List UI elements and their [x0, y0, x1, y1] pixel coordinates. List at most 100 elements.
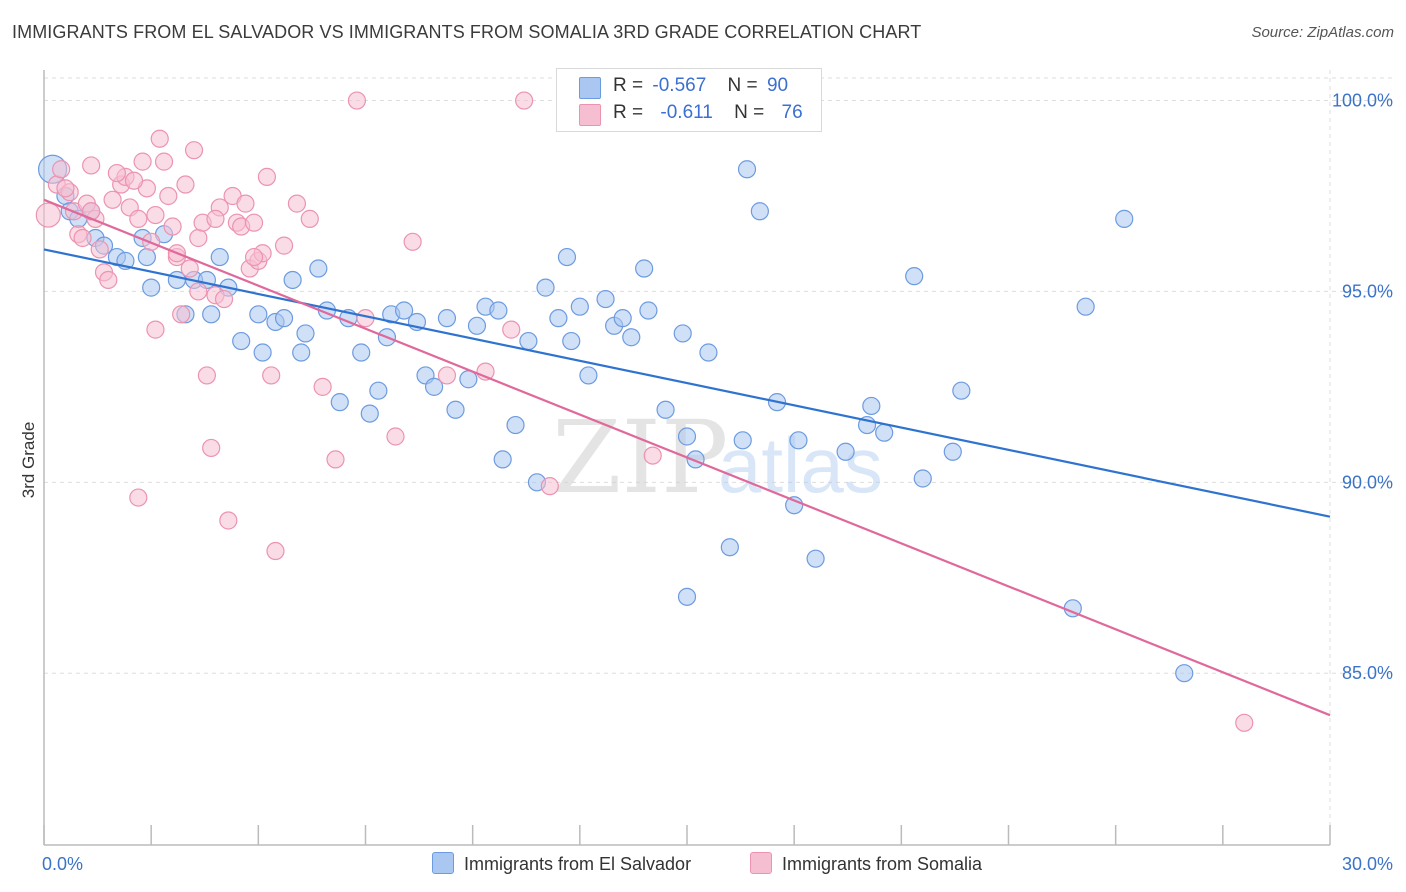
- point-el-salvador: [549, 309, 568, 328]
- point-somalia: [236, 194, 255, 213]
- axes: [43, 70, 1331, 846]
- series-legend-el-salvador: Immigrants from El Salvador: [432, 852, 691, 875]
- point-el-salvador: [677, 427, 697, 446]
- point-el-salvador: [424, 377, 444, 396]
- point-el-salvador: [789, 431, 808, 450]
- point-el-salvador: [913, 469, 932, 488]
- point-somalia: [103, 190, 122, 209]
- point-el-salvador: [309, 259, 328, 278]
- point-el-salvador: [656, 400, 675, 419]
- point-somalia: [214, 289, 234, 309]
- point-somalia: [129, 488, 148, 507]
- point-el-salvador: [210, 247, 229, 267]
- point-el-salvador: [519, 331, 538, 351]
- legend-n-value: 90: [766, 75, 789, 96]
- point-somalia: [244, 247, 264, 267]
- y-tick-label: 95.0%: [1342, 281, 1393, 301]
- point-somalia: [150, 129, 169, 148]
- point-somalia: [287, 194, 307, 213]
- legend-n-value: 76: [781, 102, 803, 123]
- point-somalia: [107, 163, 126, 183]
- point-el-salvador: [360, 404, 379, 423]
- point-el-salvador: [943, 442, 962, 461]
- point-somalia: [386, 427, 405, 446]
- trend-lines: [43, 198, 1331, 717]
- point-el-salvador: [557, 247, 577, 267]
- y-tick-label: 100.0%: [1332, 91, 1393, 111]
- series-name-somalia: Immigrants from Somalia: [782, 854, 983, 874]
- legend-r-value: -0.567: [652, 75, 707, 96]
- point-somalia: [189, 228, 208, 248]
- point-somalia: [437, 366, 457, 385]
- point-el-salvador: [232, 331, 251, 351]
- series-name-el-salvador: Immigrants from El Salvador: [464, 854, 692, 874]
- point-somalia: [266, 541, 285, 561]
- point-el-salvador: [536, 278, 555, 297]
- point-el-salvador: [720, 538, 739, 557]
- y-tick-label: 85.0%: [1342, 663, 1393, 683]
- legend-n-label: N =: [727, 75, 758, 96]
- chart-title: IMMIGRANTS FROM EL SALVADOR VS IMMIGRANT…: [12, 22, 922, 42]
- trend-line-somalia: [43, 198, 1331, 717]
- point-el-salvador: [862, 396, 881, 416]
- point-somalia: [502, 320, 521, 339]
- point-somalia: [300, 209, 319, 228]
- point-somalia: [643, 446, 662, 465]
- chart-source: Source: ZipAtlas.com: [1251, 24, 1394, 41]
- series-swatch-pink: [750, 852, 772, 874]
- point-somalia: [176, 175, 195, 194]
- point-el-salvador: [737, 160, 757, 179]
- legend-stats-el-salvador: R = -0.567 N = 90: [613, 75, 788, 97]
- point-el-salvador: [836, 442, 855, 461]
- point-somalia: [52, 160, 71, 179]
- point-el-salvador: [639, 301, 658, 320]
- y-axis-label: 3rd Grade: [19, 422, 38, 499]
- point-somalia: [326, 450, 345, 469]
- point-somalia: [347, 91, 367, 110]
- point-somalia: [35, 202, 61, 228]
- point-el-salvador: [352, 343, 371, 362]
- point-el-salvador: [905, 267, 924, 286]
- point-el-salvador: [570, 297, 589, 316]
- point-el-salvador: [673, 324, 692, 343]
- point-el-salvador: [622, 328, 641, 347]
- point-somalia: [146, 205, 165, 225]
- point-el-salvador: [292, 343, 311, 362]
- point-somalia: [313, 377, 332, 396]
- point-el-salvador: [369, 381, 388, 400]
- point-el-salvador: [613, 309, 632, 328]
- watermark: ZIP atlas: [552, 399, 883, 516]
- point-el-salvador: [137, 247, 156, 267]
- point-el-salvador: [446, 400, 465, 419]
- legend-r-label: R =: [613, 102, 644, 123]
- point-somalia: [172, 305, 191, 324]
- point-somalia: [133, 152, 152, 171]
- point-el-salvador: [296, 324, 315, 343]
- point-el-salvador: [1076, 297, 1095, 316]
- point-el-salvador: [330, 393, 349, 412]
- point-somalia: [180, 259, 199, 278]
- point-somalia: [124, 171, 144, 190]
- point-somalia: [403, 232, 422, 251]
- point-el-salvador: [699, 343, 718, 362]
- point-somalia: [163, 217, 182, 236]
- point-somalia: [56, 179, 75, 198]
- legend-swatch-blue: [579, 77, 601, 99]
- point-el-salvador: [142, 278, 161, 297]
- point-el-salvador: [437, 309, 457, 328]
- point-somalia: [274, 236, 294, 255]
- point-el-salvador: [249, 305, 268, 324]
- point-somalia: [1235, 713, 1254, 732]
- point-somalia: [82, 156, 101, 175]
- point-somalia: [154, 152, 174, 171]
- point-el-salvador: [283, 270, 302, 290]
- x-tick-label: 0.0%: [42, 854, 83, 874]
- point-el-salvador: [635, 259, 654, 278]
- point-somalia: [146, 320, 165, 339]
- point-el-salvador: [750, 202, 769, 221]
- trend-line-el-salvador: [43, 248, 1331, 518]
- point-el-salvador: [1175, 664, 1194, 683]
- point-el-salvador: [733, 431, 752, 450]
- point-somalia: [184, 141, 204, 160]
